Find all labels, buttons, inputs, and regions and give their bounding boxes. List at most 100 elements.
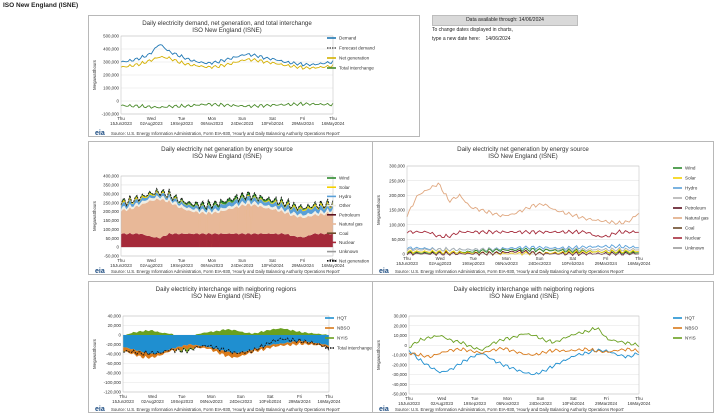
legend-label: HQT	[337, 316, 347, 321]
chart-title: Daily electricity net generation by ener…	[457, 146, 589, 153]
y-axis-label: Megawatthours	[92, 200, 97, 231]
x-tick-date: 19Sep2023	[170, 263, 193, 268]
x-tick-date: 02Aug2023	[140, 121, 163, 126]
x-tick-day: Fri	[603, 256, 608, 261]
legend-label: NYIS	[685, 336, 696, 341]
y-tick-label: 20,000	[394, 323, 408, 328]
date-input-row[interactable]: type a new date here: 14/06/2024	[432, 35, 578, 44]
legend-label: Net generation	[339, 258, 370, 263]
y-tick-label: 400,000	[103, 47, 119, 52]
x-tick-date: 06Nov2023	[201, 263, 224, 268]
y-tick-label: 300,000	[103, 60, 119, 65]
x-tick-day: Thu	[117, 258, 125, 263]
legend-label: Total interchange	[339, 66, 374, 71]
chart-subtitle: ISO New England (ISNE)	[488, 153, 557, 160]
x-tick-day: Sat	[269, 116, 276, 121]
x-tick-date: 16May2024	[628, 261, 652, 266]
y-tick-label: -120,000	[104, 390, 122, 395]
area-solar	[121, 190, 333, 248]
date-note: Data available through: 14/06/2024 To ch…	[432, 15, 578, 44]
y-tick-label: -60,000	[106, 361, 121, 366]
chart-svg: Daily electricity net generation by ener…	[376, 146, 709, 275]
eia-logo: eia	[379, 268, 389, 275]
y-tick-label: 300,000	[389, 164, 405, 169]
x-tick-day: Wed	[437, 396, 447, 401]
plot-frame	[120, 35, 334, 115]
y-tick-label: 50,000	[392, 237, 406, 242]
page-title: ISO New England (ISNE)	[3, 2, 79, 9]
x-tick-day: Mon	[502, 256, 511, 261]
chart-title: Daily electricity interchange with neigb…	[156, 286, 297, 293]
x-tick-date: 06Nov2023	[201, 121, 224, 126]
series-line-natural-gas	[406, 182, 640, 225]
y-tick-label: 300,000	[103, 191, 119, 196]
x-tick-day: Fri	[300, 258, 305, 263]
y-tick-label: 250,000	[389, 178, 405, 183]
area-nyis	[123, 328, 329, 353]
x-tick-day: Wed	[148, 394, 158, 399]
x-tick-day: Tue	[471, 396, 479, 401]
x-tick-date: 16May2024	[628, 401, 652, 406]
x-tick-date: 29Mar2024	[292, 263, 315, 268]
x-tick-date: 24Dec2023	[528, 261, 551, 266]
y-tick-label: -10,000	[392, 353, 407, 358]
area-nbso	[123, 340, 329, 359]
source-note: Source: U.S. Energy Information Administ…	[395, 269, 624, 274]
x-tick-date: 24Dec2023	[231, 263, 254, 268]
series-line-net-generation	[120, 55, 334, 70]
chart-svg: Daily electricity demand, net generation…	[92, 20, 375, 137]
series-line-nuclear	[406, 229, 640, 239]
x-tick-day: Fri	[300, 116, 305, 121]
x-tick-day: Mon	[208, 116, 217, 121]
area-nuclear	[121, 232, 333, 248]
y-tick-label: 350,000	[103, 182, 119, 187]
x-tick-day: Thu	[635, 256, 643, 261]
source-note: Source: U.S. Energy Information Administ…	[111, 269, 340, 274]
x-tick-date: 15Jun2023	[398, 401, 420, 406]
x-tick-date: 06Nov2023	[495, 261, 518, 266]
y-tick-label: 20,000	[108, 323, 122, 328]
x-tick-date: 02Aug2023	[431, 401, 454, 406]
y-tick-label: -50,000	[392, 392, 407, 397]
x-tick-day: Thu	[117, 116, 125, 121]
legend-label: Unknown	[339, 249, 359, 254]
x-tick-day: Thu	[325, 394, 333, 399]
x-tick-day: Fri	[297, 394, 302, 399]
y-tick-label: 40,000	[108, 314, 122, 319]
x-tick-day: Sat	[267, 394, 274, 399]
eia-logo: eia	[95, 130, 105, 137]
data-available-row: Data available through: 14/06/2024	[432, 15, 578, 26]
y-tick-label: -40,000	[106, 352, 121, 357]
legend-label: Nuclear	[685, 236, 701, 241]
chart-interchange-lines: Daily electricity interchange with neigb…	[372, 281, 714, 413]
y-tick-label: -20,000	[106, 342, 121, 347]
x-tick-day: Thu	[329, 116, 337, 121]
series-line-demand	[120, 44, 334, 67]
y-tick-label: 50,000	[106, 236, 120, 241]
plot-frame	[408, 315, 640, 395]
series-line-nyis	[408, 326, 640, 351]
legend-label: Natural gas	[339, 222, 363, 227]
y-axis-label: Megawatthours	[92, 338, 97, 369]
chart-generation-lines: Daily electricity net generation by ener…	[372, 141, 714, 275]
legend-label: Unknown	[685, 246, 705, 251]
eia-logo: eia	[379, 406, 389, 413]
legend-label: Demand	[339, 36, 357, 41]
x-tick-day: Sat	[570, 396, 577, 401]
area-natural-gas	[121, 198, 333, 239]
plot-frame	[120, 175, 334, 257]
plot-frame	[122, 315, 330, 393]
source-note: Source: U.S. Energy Information Administ…	[395, 407, 624, 412]
y-tick-label: 500,000	[103, 34, 119, 39]
x-tick-day: Fri	[604, 396, 609, 401]
x-tick-date: 02Aug2023	[141, 399, 164, 404]
area-hqt	[123, 335, 329, 355]
x-tick-date: 24Dec2023	[529, 401, 552, 406]
date-input-value[interactable]: 14/06/2024	[485, 36, 511, 42]
series-line-solar	[406, 248, 640, 256]
x-tick-date: 19Sep2023	[171, 399, 194, 404]
x-tick-date: 02Aug2023	[140, 263, 163, 268]
x-tick-date: 15Jun2023	[112, 399, 134, 404]
x-tick-day: Sun	[536, 256, 544, 261]
x-tick-date: 06Nov2023	[200, 399, 223, 404]
